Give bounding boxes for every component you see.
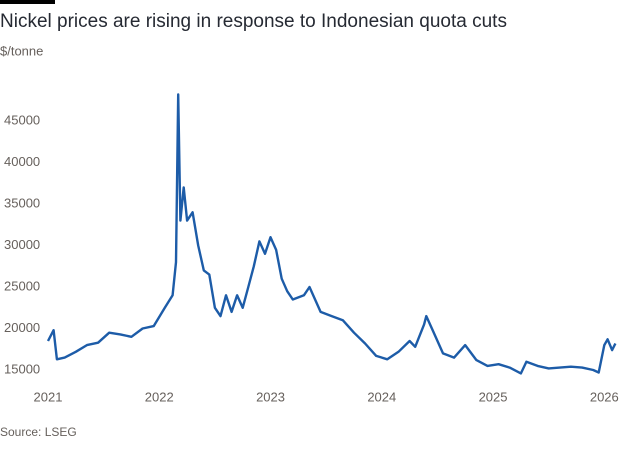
- brand-bar: [0, 0, 55, 4]
- y-tick-label: 40000: [4, 154, 40, 169]
- x-tick-label: 2022: [145, 389, 174, 404]
- x-tick-label: 2021: [34, 389, 63, 404]
- y-tick-label: 25000: [4, 278, 40, 293]
- source: Source: LSEG: [0, 425, 77, 439]
- y-tick-label: 15000: [4, 361, 40, 376]
- x-tick-label: 2023: [256, 389, 285, 404]
- chart-title: Nickel prices are rising in response to …: [0, 11, 507, 32]
- x-tick-label: 2025: [479, 389, 508, 404]
- y-tick-label: 20000: [4, 320, 40, 335]
- x-tick-label: 2026: [590, 389, 619, 404]
- chart-subtitle: $/tonne: [0, 43, 43, 58]
- y-tick-label: 35000: [4, 195, 40, 210]
- y-tick-label: 45000: [4, 112, 40, 127]
- x-tick-label: 2024: [367, 389, 396, 404]
- line: [46, 93, 617, 375]
- y-tick-label: 30000: [4, 237, 40, 252]
